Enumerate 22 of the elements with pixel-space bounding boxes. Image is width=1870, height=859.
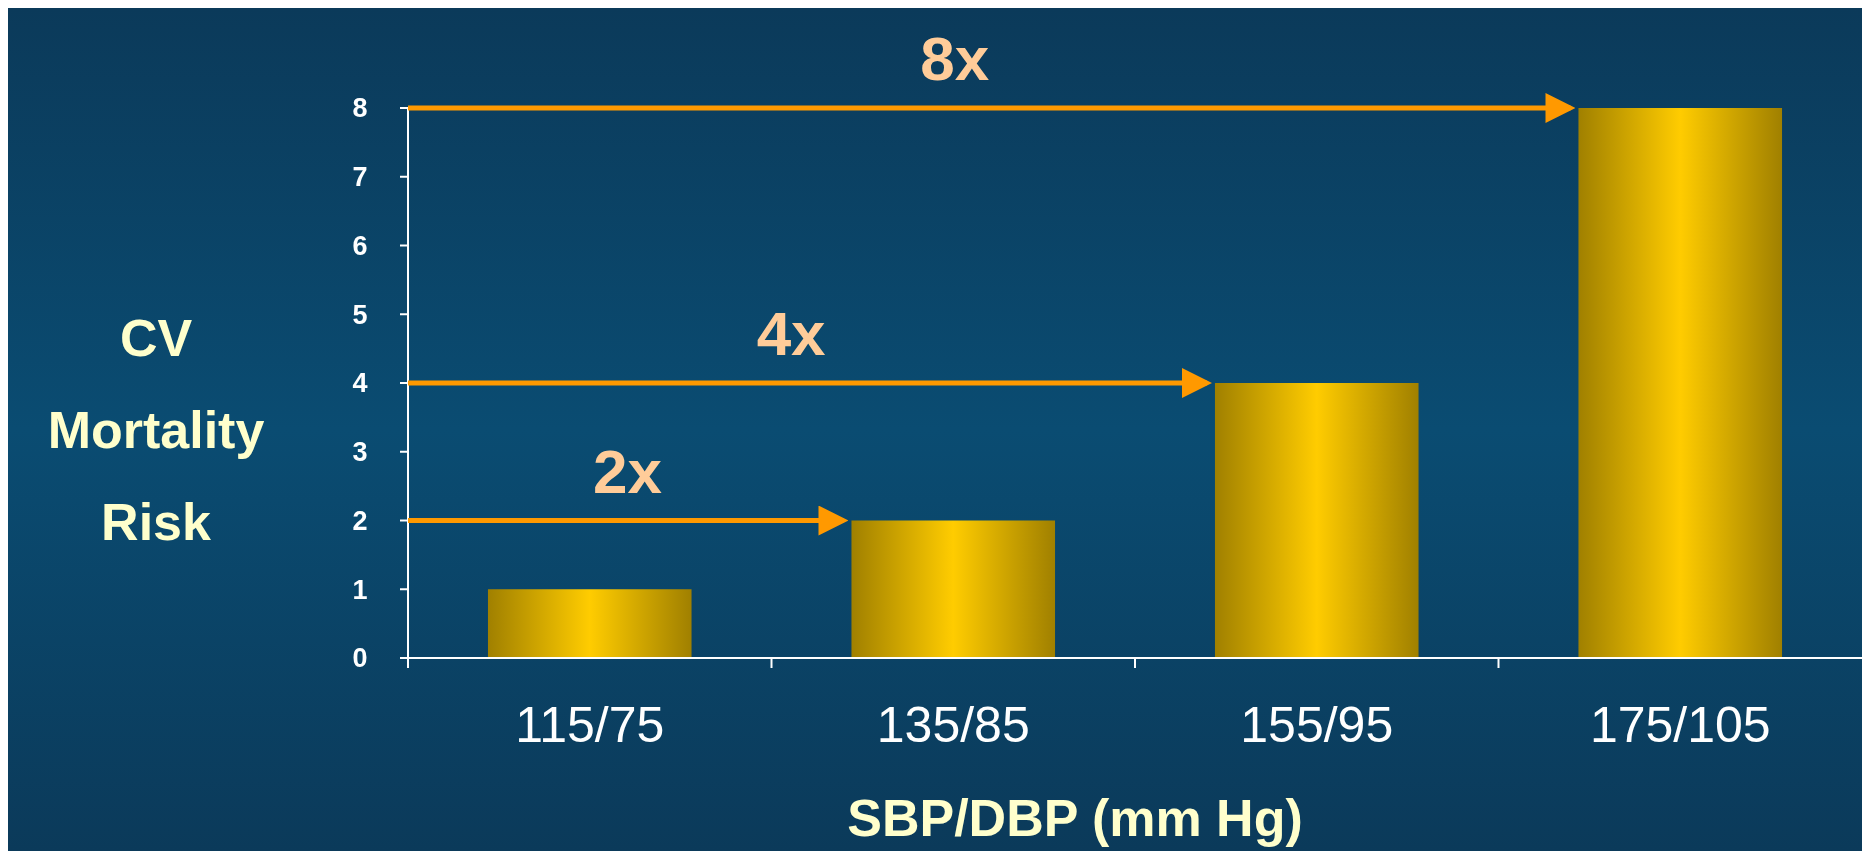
x-tick-label: 115/75 xyxy=(515,697,665,753)
bar xyxy=(851,520,1056,658)
x-tick-label: 155/95 xyxy=(1240,697,1394,753)
text: 8x xyxy=(920,24,990,93)
x-tick-label: 135/85 xyxy=(876,697,1030,753)
bar xyxy=(1578,108,1783,658)
y-tick-label: 0 xyxy=(352,643,368,674)
x-axis-title: SBP/DBP (mm Hg) xyxy=(847,789,1303,847)
x-tick-label: 175/105 xyxy=(1589,697,1771,753)
y-tick-label: 7 xyxy=(352,162,368,193)
y-tick-label: 8 xyxy=(352,93,368,124)
bar xyxy=(1214,383,1419,658)
y-tick-label: 3 xyxy=(352,437,368,468)
y-tick-label: 5 xyxy=(352,299,368,330)
y-tick-label: 1 xyxy=(352,574,368,605)
y-tick-label: 2 xyxy=(352,505,368,536)
y-axis-title: CV Mortality Risk xyxy=(47,309,265,551)
annotation: 2x xyxy=(593,436,663,506)
y-tick-label: 6 xyxy=(352,230,368,261)
y-tick-label: 4 xyxy=(352,368,368,399)
annotation: 4x xyxy=(756,299,827,368)
bar xyxy=(487,589,692,658)
